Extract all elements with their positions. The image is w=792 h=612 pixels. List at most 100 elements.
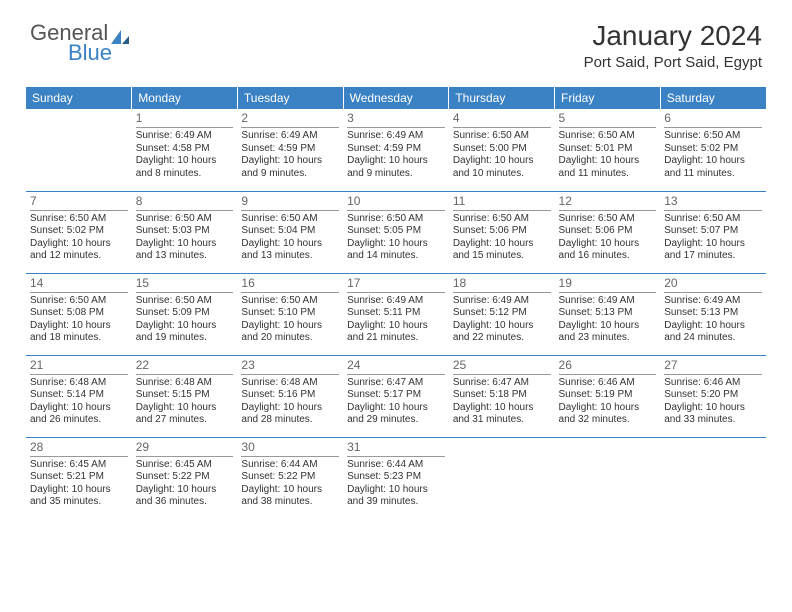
calendar-cell: 15Sunrise: 6:50 AMSunset: 5:09 PMDayligh… xyxy=(132,273,238,355)
calendar-row: 14Sunrise: 6:50 AMSunset: 5:08 PMDayligh… xyxy=(26,273,766,355)
calendar-cell: 31Sunrise: 6:44 AMSunset: 5:23 PMDayligh… xyxy=(343,437,449,519)
sunset-text: Sunset: 5:06 PM xyxy=(453,225,551,238)
day-header: Sunday xyxy=(26,87,132,109)
day-number: 10 xyxy=(347,192,445,211)
day-number: 29 xyxy=(136,438,234,457)
day-number: 18 xyxy=(453,274,551,293)
calendar-row: 1Sunrise: 6:49 AMSunset: 4:58 PMDaylight… xyxy=(26,109,766,191)
day-number: 31 xyxy=(347,438,445,457)
sunrise-text: Sunrise: 6:50 AM xyxy=(453,213,551,226)
sunrise-text: Sunrise: 6:50 AM xyxy=(30,213,128,226)
sunset-text: Sunset: 5:22 PM xyxy=(136,471,234,484)
calendar-cell xyxy=(555,437,661,519)
sunrise-text: Sunrise: 6:44 AM xyxy=(241,459,339,472)
calendar-cell: 13Sunrise: 6:50 AMSunset: 5:07 PMDayligh… xyxy=(660,191,766,273)
day-number: 5 xyxy=(559,109,657,128)
sunrise-text: Sunrise: 6:50 AM xyxy=(559,213,657,226)
calendar-cell: 18Sunrise: 6:49 AMSunset: 5:12 PMDayligh… xyxy=(449,273,555,355)
calendar-cell: 10 Sunrise: 6:50 AMSunset: 5:05 PMDayligh… xyxy=(343,191,449,273)
title-block: January 2024 Port Said, Port Said, Egypt xyxy=(584,20,762,71)
day-header: Monday xyxy=(132,87,238,109)
day-number: 12 xyxy=(559,192,657,211)
calendar-cell: 12 Sunrise: 6:50 AMSunset: 5:06 PMDayligh… xyxy=(555,191,661,273)
sunset-text: Sunset: 4:59 PM xyxy=(347,143,445,156)
sunrise-text: Sunrise: 6:48 AM xyxy=(241,377,339,390)
sunset-text: Sunset: 5:20 PM xyxy=(664,389,762,402)
sunset-text: Sunset: 5:06 PM xyxy=(559,225,657,238)
daylight-text: Daylight: 10 hours and 20 minutes. xyxy=(241,320,339,345)
sunrise-text: Sunrise: 6:46 AM xyxy=(559,377,657,390)
calendar-cell: 27Sunrise: 6:46 AMSunset: 5:20 PMDayligh… xyxy=(660,355,766,437)
daylight-text: Daylight: 10 hours and 16 minutes. xyxy=(559,238,657,263)
calendar-cell: 8Sunrise: 6:50 AMSunset: 5:03 PMDaylight… xyxy=(132,191,238,273)
day-number: 11 xyxy=(453,192,551,211)
daylight-text: Daylight: 10 hours and 21 minutes. xyxy=(347,320,445,345)
calendar-cell: 23Sunrise: 6:48 AMSunset: 5:16 PMDayligh… xyxy=(237,355,343,437)
daylight-text: Daylight: 10 hours and 26 minutes. xyxy=(30,402,128,427)
sunrise-text: Sunrise: 6:50 AM xyxy=(241,213,339,226)
day-number: 23 xyxy=(241,356,339,375)
day-header: Thursday xyxy=(449,87,555,109)
sunset-text: Sunset: 5:22 PM xyxy=(241,471,339,484)
calendar-table: Sunday Monday Tuesday Wednesday Thursday… xyxy=(26,87,766,519)
sunset-text: Sunset: 5:19 PM xyxy=(559,389,657,402)
day-number: 26 xyxy=(559,356,657,375)
day-number: 24 xyxy=(347,356,445,375)
calendar-cell: 2Sunrise: 6:49 AMSunset: 4:59 PMDaylight… xyxy=(237,109,343,191)
sunrise-text: Sunrise: 6:49 AM xyxy=(347,130,445,143)
day-number: 22 xyxy=(136,356,234,375)
day-number: 20 xyxy=(664,274,762,293)
sunset-text: Sunset: 5:01 PM xyxy=(559,143,657,156)
sunset-text: Sunset: 5:17 PM xyxy=(347,389,445,402)
calendar-cell: 28Sunrise: 6:45 AMSunset: 5:21 PMDayligh… xyxy=(26,437,132,519)
sunrise-text: Sunrise: 6:49 AM xyxy=(347,295,445,308)
daylight-text: Daylight: 10 hours and 17 minutes. xyxy=(664,238,762,263)
calendar-cell xyxy=(26,109,132,191)
sunrise-text: Sunrise: 6:48 AM xyxy=(30,377,128,390)
daylight-text: Daylight: 10 hours and 10 minutes. xyxy=(453,155,551,180)
daylight-text: Daylight: 10 hours and 8 minutes. xyxy=(136,155,234,180)
sunrise-text: Sunrise: 6:44 AM xyxy=(347,459,445,472)
sunrise-text: Sunrise: 6:50 AM xyxy=(347,213,445,226)
sunrise-text: Sunrise: 6:46 AM xyxy=(664,377,762,390)
sunrise-text: Sunrise: 6:50 AM xyxy=(453,130,551,143)
calendar-cell: 11Sunrise: 6:50 AMSunset: 5:06 PMDayligh… xyxy=(449,191,555,273)
month-title: January 2024 xyxy=(584,20,762,52)
day-header: Saturday xyxy=(660,87,766,109)
calendar-cell xyxy=(660,437,766,519)
sunset-text: Sunset: 5:15 PM xyxy=(136,389,234,402)
day-number: 30 xyxy=(241,438,339,457)
day-number: 2 xyxy=(241,109,339,128)
sunset-text: Sunset: 5:05 PM xyxy=(347,225,445,238)
daylight-text: Daylight: 10 hours and 14 minutes. xyxy=(347,238,445,263)
day-number: 8 xyxy=(136,192,234,211)
day-number: 7 xyxy=(30,192,128,211)
sunset-text: Sunset: 5:18 PM xyxy=(453,389,551,402)
day-number: 13 xyxy=(664,192,762,211)
day-number: 3 xyxy=(347,109,445,128)
calendar-cell: 21Sunrise: 6:48 AMSunset: 5:14 PMDayligh… xyxy=(26,355,132,437)
sunset-text: Sunset: 5:04 PM xyxy=(241,225,339,238)
header: GeneralBlue January 2024 Port Said, Port… xyxy=(0,0,792,79)
sunrise-text: Sunrise: 6:49 AM xyxy=(453,295,551,308)
sunrise-text: Sunrise: 6:45 AM xyxy=(30,459,128,472)
calendar-cell: 22 Sunrise: 6:48 AMSunset: 5:15 PMDayligh… xyxy=(132,355,238,437)
day-number: 4 xyxy=(453,109,551,128)
sunrise-text: Sunrise: 6:50 AM xyxy=(664,130,762,143)
sunrise-text: Sunrise: 6:48 AM xyxy=(136,377,234,390)
sunset-text: Sunset: 4:58 PM xyxy=(136,143,234,156)
sunrise-text: Sunrise: 6:50 AM xyxy=(136,213,234,226)
sunset-text: Sunset: 4:59 PM xyxy=(241,143,339,156)
calendar-cell: 17Sunrise: 6:49 AMSunset: 5:11 PMDayligh… xyxy=(343,273,449,355)
sunrise-text: Sunrise: 6:47 AM xyxy=(453,377,551,390)
daylight-text: Daylight: 10 hours and 36 minutes. xyxy=(136,484,234,509)
daylight-text: Daylight: 10 hours and 18 minutes. xyxy=(30,320,128,345)
sunrise-text: Sunrise: 6:49 AM xyxy=(241,130,339,143)
daylight-text: Daylight: 10 hours and 27 minutes. xyxy=(136,402,234,427)
calendar-cell xyxy=(449,437,555,519)
day-number: 27 xyxy=(664,356,762,375)
daylight-text: Daylight: 10 hours and 31 minutes. xyxy=(453,402,551,427)
calendar-row: 21Sunrise: 6:48 AMSunset: 5:14 PMDayligh… xyxy=(26,355,766,437)
sunset-text: Sunset: 5:13 PM xyxy=(559,307,657,320)
calendar-cell: 14Sunrise: 6:50 AMSunset: 5:08 PMDayligh… xyxy=(26,273,132,355)
